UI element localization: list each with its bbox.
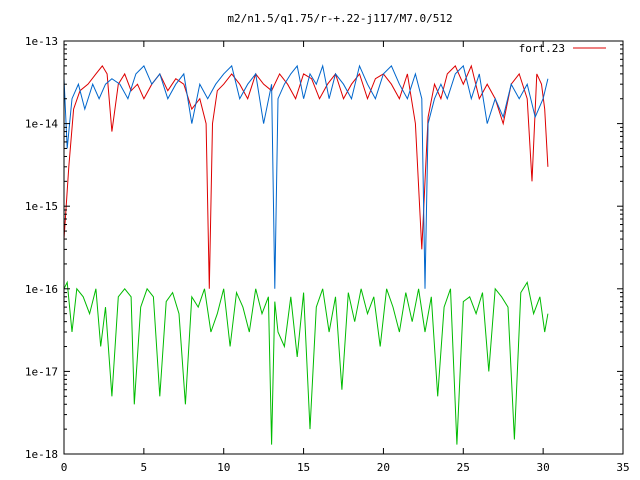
series-line-2 (63, 280, 549, 445)
legend-label-fort-23: fort.23 (519, 42, 565, 55)
x-tick-label: 15 (297, 461, 310, 474)
x-tick-label: 30 (537, 461, 550, 474)
x-tick-label: 20 (377, 461, 390, 474)
series-line-0 (63, 64, 549, 289)
x-tick-label: 5 (141, 461, 148, 474)
plot-frame (63, 40, 624, 455)
x-tick-label: 25 (457, 461, 470, 474)
y-tick-label: 1e-16 (25, 283, 58, 296)
y-tick-label: 1e-13 (25, 35, 58, 48)
legend: fort.23 (519, 42, 606, 55)
y-tick-label: 1e-14 (25, 118, 58, 131)
x-tick-label: 0 (61, 461, 68, 474)
x-tick-label: 35 (616, 461, 629, 474)
y-tick-label: 1e-15 (25, 200, 58, 213)
y-tick-label: 1e-17 (25, 365, 58, 378)
x-tick-label: 10 (217, 461, 230, 474)
y-tick-label: 1e-18 (25, 448, 58, 461)
chart-title: m2/n1.5/q1.75/r-+.22-j117/M7.0/512 (227, 12, 452, 25)
series-line-1 (63, 63, 549, 289)
